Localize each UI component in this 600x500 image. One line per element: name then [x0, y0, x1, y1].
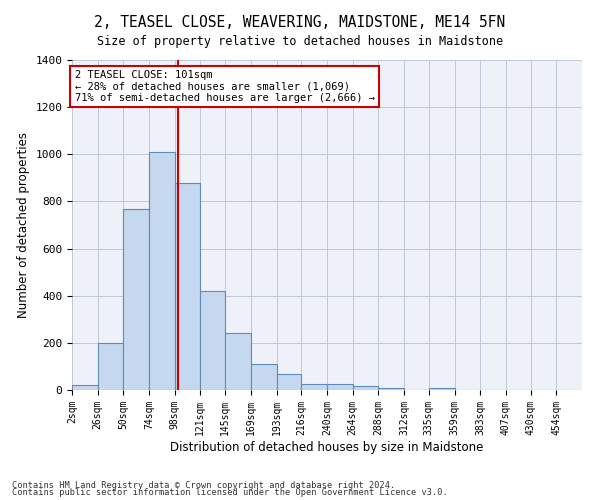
Bar — [277, 374, 301, 390]
Bar — [301, 384, 327, 390]
Text: 2, TEASEL CLOSE, WEAVERING, MAIDSTONE, ME14 5FN: 2, TEASEL CLOSE, WEAVERING, MAIDSTONE, M… — [94, 15, 506, 30]
X-axis label: Distribution of detached houses by size in Maidstone: Distribution of detached houses by size … — [170, 440, 484, 454]
Bar — [251, 364, 277, 390]
Bar — [199, 291, 225, 390]
Bar — [124, 208, 149, 390]
Bar — [175, 182, 199, 390]
Text: 2 TEASEL CLOSE: 101sqm
← 28% of detached houses are smaller (1,069)
71% of semi-: 2 TEASEL CLOSE: 101sqm ← 28% of detached… — [74, 70, 374, 103]
Y-axis label: Number of detached properties: Number of detached properties — [17, 132, 30, 318]
Bar — [429, 388, 455, 390]
Text: Contains public sector information licensed under the Open Government Licence v3: Contains public sector information licen… — [12, 488, 448, 497]
Bar — [98, 343, 124, 390]
Bar — [353, 386, 379, 390]
Bar — [379, 388, 404, 390]
Bar — [327, 384, 353, 390]
Text: Size of property relative to detached houses in Maidstone: Size of property relative to detached ho… — [97, 35, 503, 48]
Bar — [72, 386, 98, 390]
Bar — [225, 334, 251, 390]
Text: Contains HM Land Registry data © Crown copyright and database right 2024.: Contains HM Land Registry data © Crown c… — [12, 480, 395, 490]
Bar — [149, 152, 175, 390]
